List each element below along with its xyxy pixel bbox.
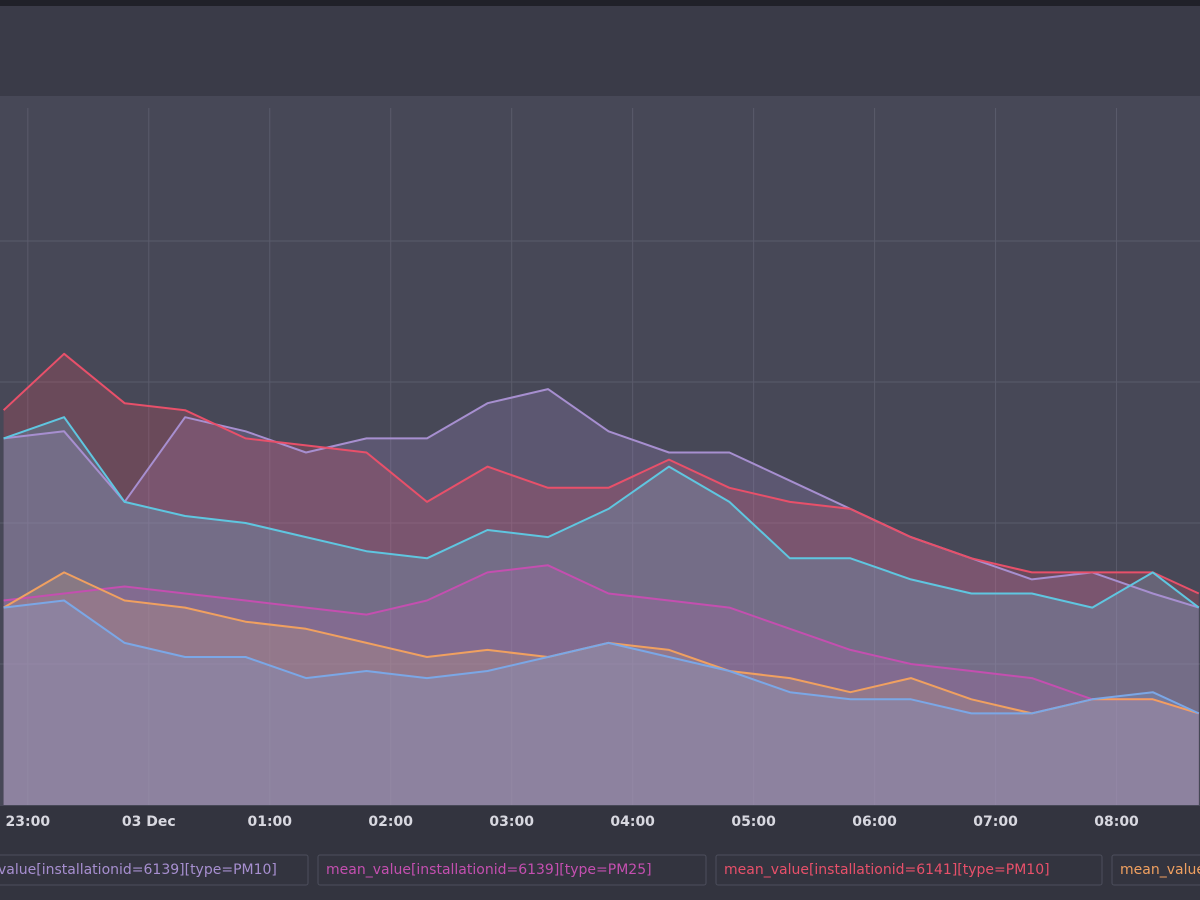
footer: [0, 806, 1200, 900]
areas: [3, 353, 1199, 805]
series-area: [3, 417, 1199, 805]
x-tick-label: 07:00: [973, 814, 1018, 830]
legend-label: mean_value: [1120, 862, 1200, 878]
top-edge: [0, 0, 1200, 6]
series-area: [3, 565, 1199, 805]
x-tick-label: 04:00: [610, 814, 655, 830]
x-tick-label: 06:00: [852, 814, 897, 830]
series-line: [3, 388, 1200, 609]
grid: [0, 108, 1200, 805]
series-line: [3, 599, 1200, 715]
legend-label: value[installationid=6139][type=PM10]: [0, 862, 277, 878]
series-line: [3, 564, 1200, 715]
series-area: [3, 353, 1199, 805]
legend-box: [317, 854, 707, 886]
series-area: [3, 389, 1199, 805]
legend-box: [1111, 854, 1200, 886]
x-tick-label: 03:00: [489, 814, 534, 830]
legend-label: mean_value[installationid=6141][type=PM1…: [724, 862, 1050, 878]
x-tick-label: 03 Dec: [122, 814, 176, 830]
legend: value[installationid=6139][type=PM10] mea…: [0, 854, 1200, 886]
lines: [2, 352, 1200, 715]
series-line: [2, 352, 1200, 595]
x-tick-label: 08:00: [1094, 814, 1139, 830]
series-line: [3, 416, 1200, 609]
x-tick-label: 02:00: [368, 814, 413, 830]
legend-box: [715, 854, 1103, 886]
plot-area: [0, 96, 1200, 806]
legend-box: [0, 854, 309, 886]
series-area: [3, 572, 1199, 805]
series-area: [3, 600, 1199, 805]
x-axis: 23:00 03 Dec 01:00 02:00 03:00 04:00 05:00 06:0…: [6, 814, 1140, 830]
legend-label: mean_value[installationid=6139][type=PM2…: [326, 862, 652, 878]
panel-header: [0, 6, 1200, 96]
x-tick-label: 23:00: [6, 814, 51, 830]
x-tick-label: 05:00: [731, 814, 776, 830]
x-tick-label: 01:00: [247, 814, 292, 830]
